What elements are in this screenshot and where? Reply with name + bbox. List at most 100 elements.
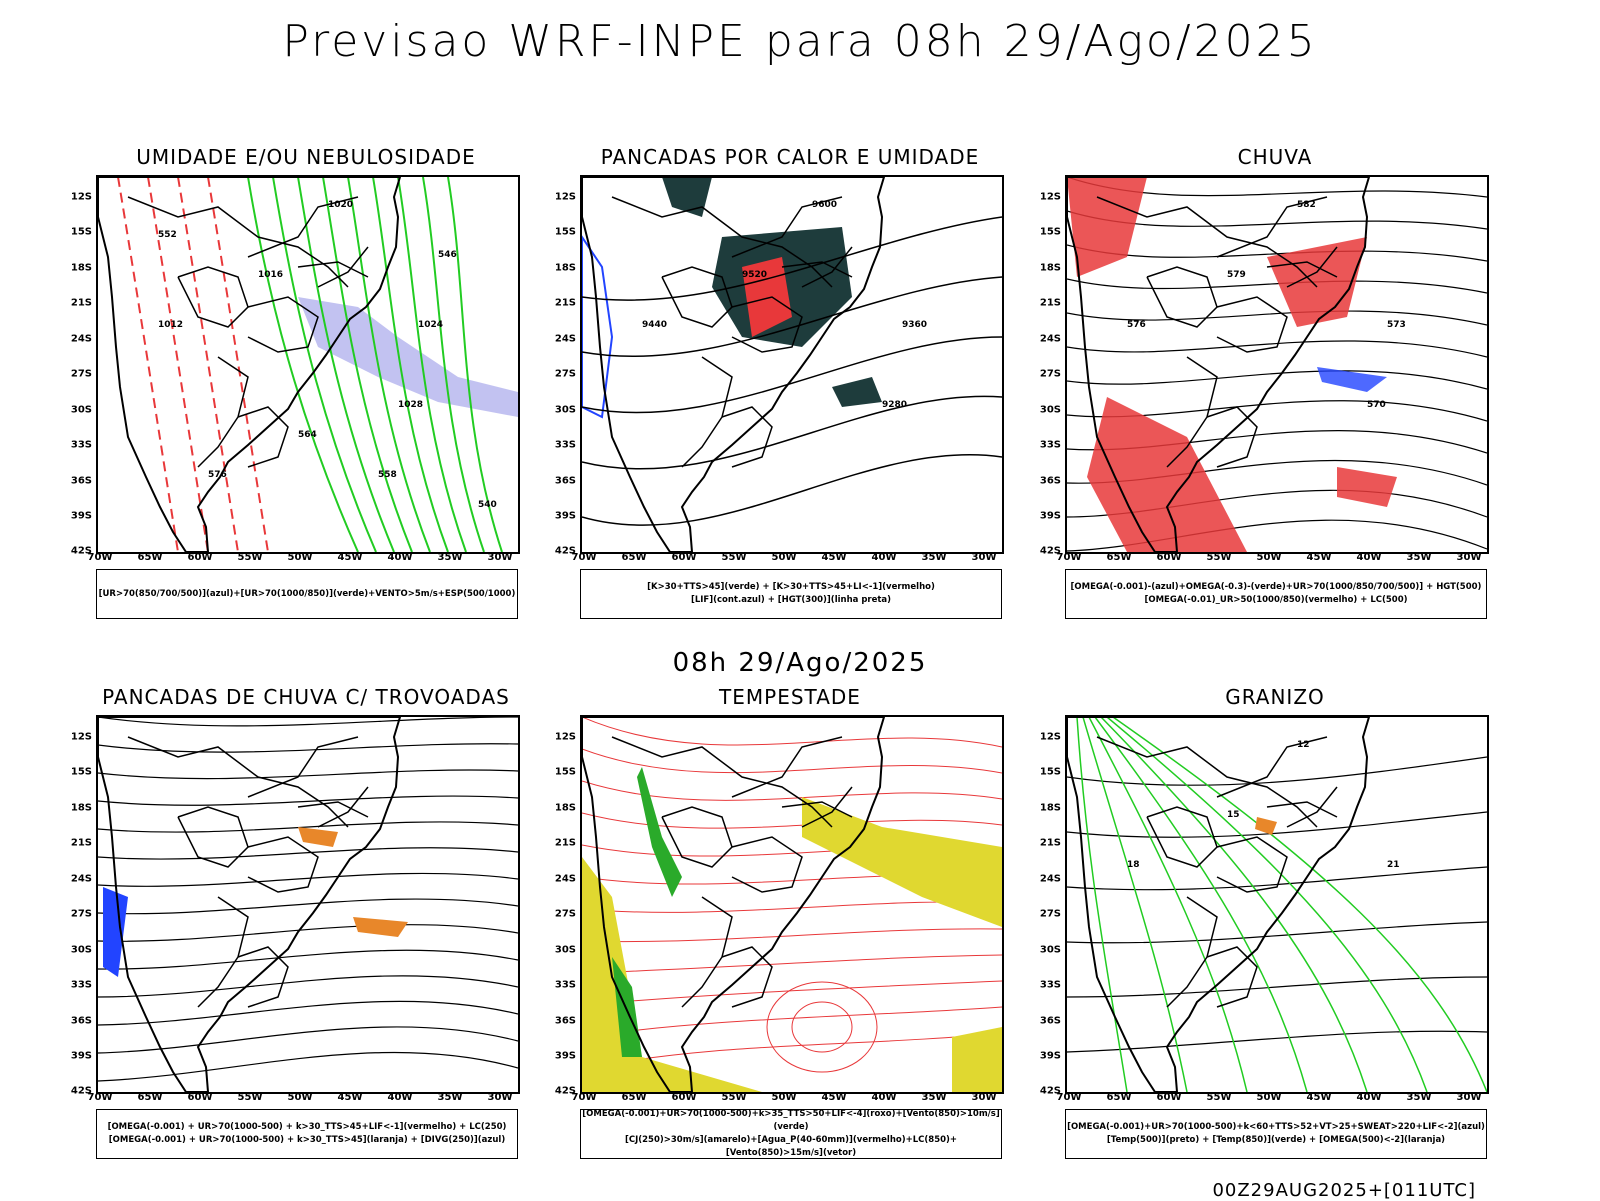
divergence-area <box>103 887 128 977</box>
lc850-contour <box>582 928 1002 943</box>
lat-tick: 12S <box>554 191 576 203</box>
contour-label: 9280 <box>882 400 907 410</box>
lat-tick: 27S <box>70 368 92 380</box>
lon-tick: 45W <box>821 552 847 563</box>
hgt-contour <box>582 216 1002 301</box>
lat-tick: 12S <box>1039 731 1061 743</box>
lon-tick: 65W <box>621 1092 647 1103</box>
longitude-axis: 70W 65W 60W 55W 50W 45W 40W 35W 30W <box>88 552 520 568</box>
lon-tick: 45W <box>337 552 363 563</box>
legend-line: [CJ(250)>30m/s](amarelo)+[Agua_P(40-60mm… <box>624 1135 958 1158</box>
lat-tick: 21S <box>1039 297 1061 309</box>
temp850-contour <box>1100 717 1368 1092</box>
rain-area <box>1337 467 1397 507</box>
country-border <box>1096 736 1318 828</box>
forecast-map: 12 15 18 21 <box>1065 715 1489 1094</box>
temp850-contour <box>1088 717 1248 1092</box>
lon-tick: 55W <box>237 1092 263 1103</box>
panel-title: TEMPESTADE <box>719 685 861 709</box>
streamline <box>98 1026 518 1054</box>
contour-label: 1016 <box>258 270 283 280</box>
green-contour <box>447 177 503 552</box>
legend-line: [Temp(500)](preto) + [Temp(850)](verde) … <box>1106 1135 1446 1145</box>
temp500-contour <box>1067 976 1487 998</box>
lat-tick: 27S <box>70 908 92 920</box>
streamline <box>98 872 518 887</box>
coastline <box>1067 177 1371 552</box>
country-border <box>1286 246 1338 288</box>
lon-tick: 30W <box>971 552 997 563</box>
lon-tick: 40W <box>387 1092 413 1103</box>
country-border <box>1206 406 1258 468</box>
country-border <box>127 196 349 288</box>
latitude-axis: 12S 15S 18S 21S 24S 27S 30S 33S 36S 39S 42S <box>550 175 578 557</box>
forecast-map: 9600 9520 9440 9360 9280 <box>580 175 1004 554</box>
lif-contour <box>582 235 614 419</box>
streamline <box>1067 340 1487 358</box>
lat-tick: 30S <box>70 944 92 956</box>
panel-title: UMIDADE E/OU NEBULOSIDADE <box>136 145 476 169</box>
lat-tick: 39S <box>554 1050 576 1062</box>
contour-label: 579 <box>1227 270 1246 280</box>
lat-tick: 24S <box>554 333 576 345</box>
streamline <box>98 949 518 970</box>
longitude-axis: 70W 65W 60W 55W 50W 45W 40W 35W 30W <box>1057 552 1489 568</box>
temp500-contour <box>1067 1030 1487 1053</box>
country-border <box>781 801 853 818</box>
latitude-axis: 12S 15S 18S 21S 24S 27S 30S 33S 36S 39S 42S <box>550 715 578 1097</box>
coastline <box>98 177 402 552</box>
lon-tick: 55W <box>1206 552 1232 563</box>
panel-title: GRANIZO <box>1225 685 1325 709</box>
forecast-timestamp: 08h 29/Ago/2025 <box>672 648 928 678</box>
coastline <box>1067 717 1371 1092</box>
panel-pancadas-trovoadas: PANCADAS DE CHUVA C/ TROVOADAS 12S 15S 18S 2… <box>66 685 546 1165</box>
green-contour <box>322 177 413 552</box>
lon-tick: 70W <box>1056 552 1082 563</box>
country-border <box>247 836 319 893</box>
panel-granizo: GRANIZO 12S 15S 18S 21S 24S 27S 30S 33S 36S 39S 42S… <box>1035 685 1515 1165</box>
lc850-contour <box>582 812 1002 829</box>
green-contour <box>247 177 359 552</box>
lat-tick: 18S <box>1039 802 1061 814</box>
lat-tick: 42S <box>554 1085 576 1097</box>
lon-tick: 65W <box>621 552 647 563</box>
lon-tick: 40W <box>871 552 897 563</box>
lat-tick: 30S <box>1039 944 1061 956</box>
lat-tick: 12S <box>70 191 92 203</box>
temp500-contour <box>1067 921 1487 944</box>
longitude-axis: 70W 65W 60W 55W 50W 45W 40W 35W 30W <box>572 1092 1004 1108</box>
lat-tick: 36S <box>554 475 576 486</box>
lat-tick: 33S <box>1039 979 1061 991</box>
lat-tick: 39S <box>70 510 92 522</box>
streamline <box>98 769 518 780</box>
lat-tick: 42S <box>1039 545 1061 557</box>
green-contour <box>347 177 431 552</box>
wind-area <box>637 767 682 897</box>
country-border <box>721 406 773 468</box>
lat-tick: 24S <box>70 333 92 345</box>
lat-tick: 21S <box>70 297 92 309</box>
lon-tick: 55W <box>721 552 747 563</box>
lon-tick: 70W <box>571 1092 597 1103</box>
lat-tick: 39S <box>70 1050 92 1062</box>
country-border <box>1286 786 1338 828</box>
contour-label: 18 <box>1127 860 1140 870</box>
country-border <box>1216 836 1288 893</box>
forecast-map <box>580 715 1004 1094</box>
contour-label: 576 <box>1127 320 1146 330</box>
lat-tick: 15S <box>70 226 92 238</box>
temp500-contour <box>1067 811 1487 838</box>
lon-tick: 45W <box>821 1092 847 1103</box>
legend-line: [OMEGA(-0.001) + UR>70(1000-500) + k>30_… <box>107 1122 507 1132</box>
lon-tick: 35W <box>437 552 463 563</box>
streamline <box>1067 519 1487 552</box>
forecast-map: 582 579 576 573 570 <box>1065 175 1489 554</box>
panel-tempestade: TEMPESTADE 12S 15S 18S 21S 24S 27S 30S 33S 36S 39S… <box>550 685 1030 1165</box>
hgt-contour <box>582 276 1002 358</box>
lon-tick: 35W <box>921 552 947 563</box>
lon-tick: 70W <box>87 1092 113 1103</box>
country-border <box>731 836 803 893</box>
lat-tick: 15S <box>1039 766 1061 778</box>
streamline <box>98 717 518 727</box>
lc850-contour <box>766 981 878 1073</box>
